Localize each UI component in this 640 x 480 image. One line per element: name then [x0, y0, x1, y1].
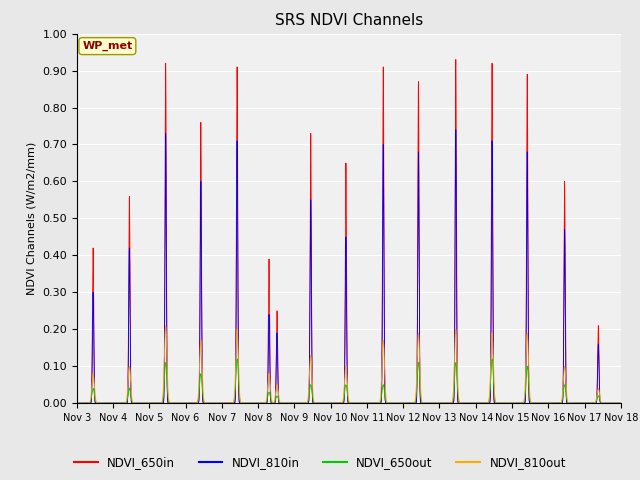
NDVI_810out	[518, 400, 525, 406]
NDVI_650in	[73, 400, 81, 406]
NDVI_650in	[482, 400, 490, 406]
NDVI_810in	[510, 400, 518, 406]
NDVI_810out	[162, 323, 170, 328]
NDVI_810out	[617, 400, 625, 406]
NDVI_650in	[452, 57, 460, 62]
NDVI_810in	[101, 400, 109, 406]
NDVI_810out	[73, 400, 81, 406]
NDVI_650out	[510, 400, 518, 406]
NDVI_650out	[617, 400, 625, 406]
Line: NDVI_810out: NDVI_810out	[77, 325, 621, 403]
Line: NDVI_650in: NDVI_650in	[77, 60, 621, 403]
Title: SRS NDVI Channels: SRS NDVI Channels	[275, 13, 423, 28]
NDVI_650out	[497, 400, 504, 406]
NDVI_650in	[510, 400, 518, 406]
NDVI_650in	[101, 400, 109, 406]
Line: NDVI_650out: NDVI_650out	[77, 359, 621, 403]
NDVI_810out	[101, 400, 109, 406]
NDVI_650in	[420, 400, 428, 406]
NDVI_810in	[518, 400, 525, 406]
NDVI_810in	[617, 400, 625, 406]
NDVI_650out	[73, 400, 81, 406]
NDVI_810in	[497, 400, 504, 406]
NDVI_810in	[482, 400, 490, 406]
NDVI_810in	[73, 400, 81, 406]
NDVI_810in	[420, 400, 428, 406]
Y-axis label: NDVI Channels (W/m2/mm): NDVI Channels (W/m2/mm)	[27, 142, 36, 295]
NDVI_650out	[518, 400, 525, 406]
NDVI_650in	[617, 400, 625, 406]
NDVI_650out	[420, 400, 428, 406]
NDVI_810out	[482, 400, 490, 406]
NDVI_810out	[510, 400, 518, 406]
NDVI_810in	[452, 127, 460, 132]
NDVI_810out	[497, 400, 504, 406]
NDVI_650out	[101, 400, 109, 406]
Legend: NDVI_650in, NDVI_810in, NDVI_650out, NDVI_810out: NDVI_650in, NDVI_810in, NDVI_650out, NDV…	[69, 452, 571, 474]
Line: NDVI_810in: NDVI_810in	[77, 130, 621, 403]
NDVI_650in	[518, 400, 525, 406]
Text: WP_met: WP_met	[82, 41, 132, 51]
NDVI_810out	[420, 400, 428, 406]
NDVI_650out	[488, 356, 496, 362]
NDVI_650out	[482, 400, 490, 406]
NDVI_650in	[497, 400, 504, 406]
